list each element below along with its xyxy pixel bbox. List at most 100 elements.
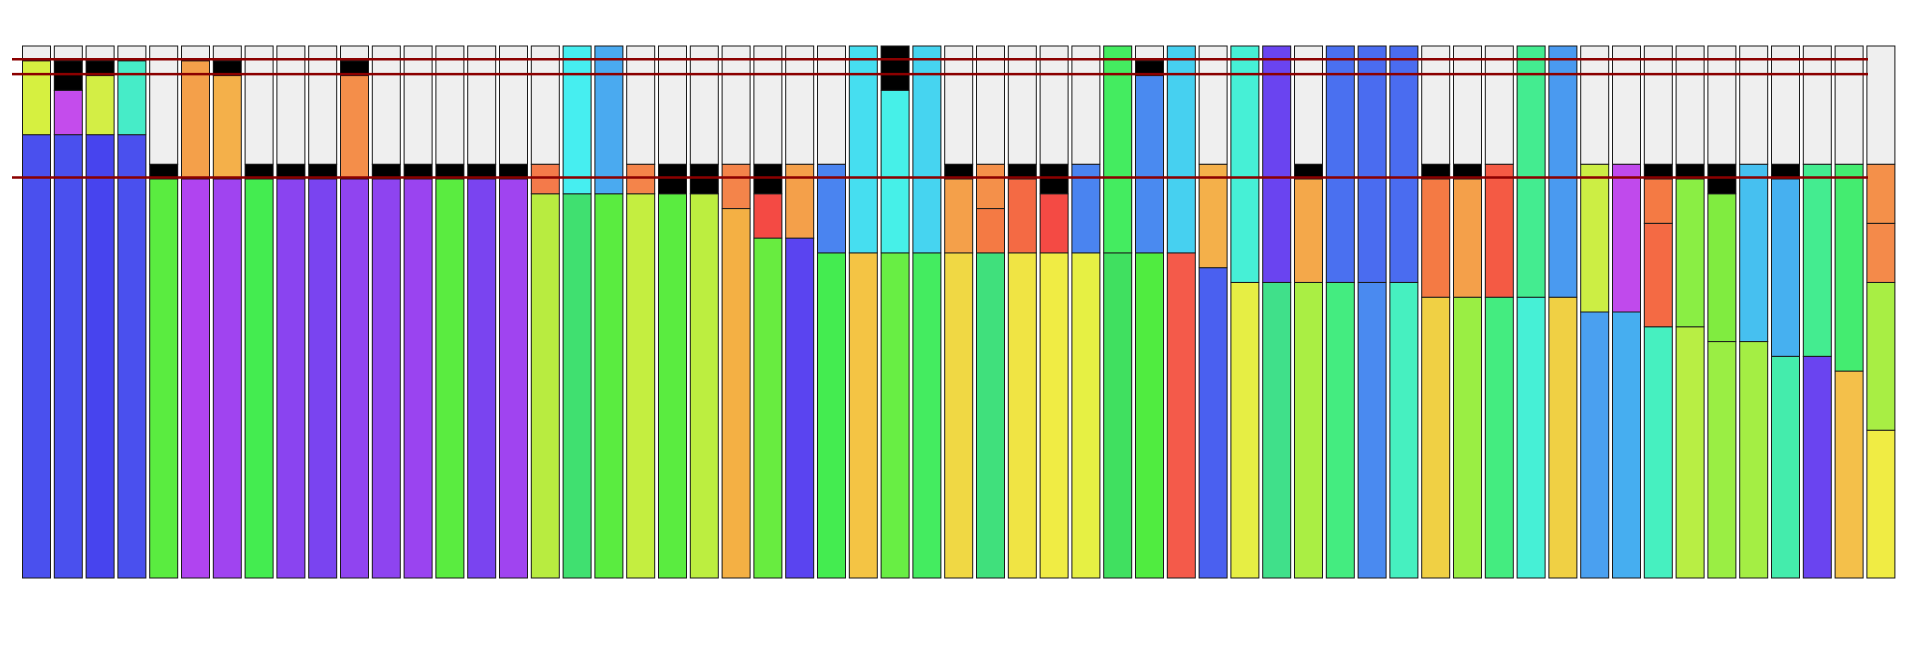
bar-segment <box>340 178 369 579</box>
bar <box>753 45 783 579</box>
bar-segment <box>1071 252 1101 579</box>
bar <box>530 45 560 579</box>
bar <box>1039 45 1069 579</box>
bar <box>1103 45 1133 579</box>
bar <box>1484 45 1514 579</box>
bar-segment <box>212 178 242 579</box>
bar <box>371 45 401 579</box>
bar-segment <box>1802 355 1832 579</box>
bar-segment <box>53 134 83 579</box>
bar <box>1357 45 1387 579</box>
bar-segment <box>1834 163 1864 372</box>
bar-segment <box>1262 45 1292 283</box>
bar <box>1612 45 1641 579</box>
bar-segment <box>1007 178 1037 254</box>
bar-segment <box>1866 429 1896 579</box>
bar-segment <box>1135 75 1164 254</box>
bar <box>1007 45 1037 579</box>
bar <box>848 45 878 579</box>
bar-segment <box>1516 296 1546 579</box>
bar-segment <box>1421 296 1451 579</box>
bar-segment <box>22 45 51 62</box>
bars-layer <box>22 45 1896 579</box>
bar <box>308 45 338 579</box>
bar-segment <box>53 60 83 91</box>
bar-segment <box>181 178 210 579</box>
bar-segment <box>1580 163 1610 313</box>
bar-segment <box>848 252 878 579</box>
bar <box>499 45 528 579</box>
bar <box>85 45 115 579</box>
bar-segment <box>1707 193 1737 343</box>
bar-segment <box>212 75 242 180</box>
bar <box>467 45 497 579</box>
bar-segment <box>1453 296 1482 579</box>
bar-segment <box>371 45 401 165</box>
bar-segment <box>594 193 624 579</box>
bar-segment <box>1103 252 1133 579</box>
bar-segment <box>149 178 179 579</box>
bar-segment <box>1866 163 1896 224</box>
bar-segment <box>1294 281 1323 579</box>
bar-segment <box>1675 326 1705 579</box>
bar <box>562 45 592 579</box>
bar <box>785 45 815 579</box>
bar-segment <box>85 75 115 136</box>
bar-segment <box>1039 45 1069 165</box>
bar-segment <box>1802 45 1832 165</box>
bar-segment <box>1612 163 1641 313</box>
bar-segment <box>753 237 783 579</box>
bar-segment <box>1548 45 1578 298</box>
bar-segment <box>530 193 560 579</box>
bar-segment <box>1262 281 1292 579</box>
bar-segment <box>1198 163 1228 269</box>
bar-segment <box>1802 163 1832 357</box>
bar-segment <box>1325 281 1355 579</box>
bar-segment <box>308 45 338 165</box>
bar-segment <box>244 45 274 165</box>
bar-segment <box>1198 45 1228 165</box>
bar <box>1453 45 1482 579</box>
bar-segment <box>1739 45 1769 165</box>
bar-segment <box>912 252 942 579</box>
bar-segment <box>1103 45 1133 254</box>
bar <box>435 45 465 579</box>
bar-segment <box>753 193 783 239</box>
bar <box>626 45 656 579</box>
bar <box>53 45 83 579</box>
bar-segment <box>880 45 910 91</box>
bar <box>1389 45 1419 579</box>
bar <box>1739 45 1769 579</box>
bar-segment <box>1834 45 1864 165</box>
bar-segment <box>880 89 910 254</box>
bar <box>1325 45 1355 579</box>
bar <box>689 45 719 579</box>
bar-segment <box>530 45 560 165</box>
bar-segment <box>117 45 147 62</box>
bar <box>912 45 942 579</box>
bar-segment <box>1675 45 1705 165</box>
bar-segment <box>244 178 274 579</box>
bar-segment <box>1357 45 1387 283</box>
bar-segment <box>1135 45 1164 62</box>
bar-segment <box>689 163 719 195</box>
bar <box>244 45 274 579</box>
bar-segment <box>1325 45 1355 283</box>
bar <box>1834 45 1864 579</box>
bar-segment <box>721 163 751 210</box>
bar-segment <box>1007 252 1037 579</box>
bar-segment <box>1612 45 1641 165</box>
bar-segment <box>1389 45 1419 283</box>
bar-segment <box>403 45 433 165</box>
bar-segment <box>403 178 433 579</box>
bar <box>1230 45 1260 579</box>
bar-segment <box>1643 45 1673 165</box>
bar <box>340 45 369 579</box>
bar-segment <box>22 60 51 136</box>
bar-segment <box>1771 45 1800 165</box>
bar <box>1294 45 1323 579</box>
bar-segment <box>912 45 942 254</box>
bar-segment <box>944 178 974 254</box>
bar <box>1643 45 1673 579</box>
bar-segment <box>499 45 528 165</box>
